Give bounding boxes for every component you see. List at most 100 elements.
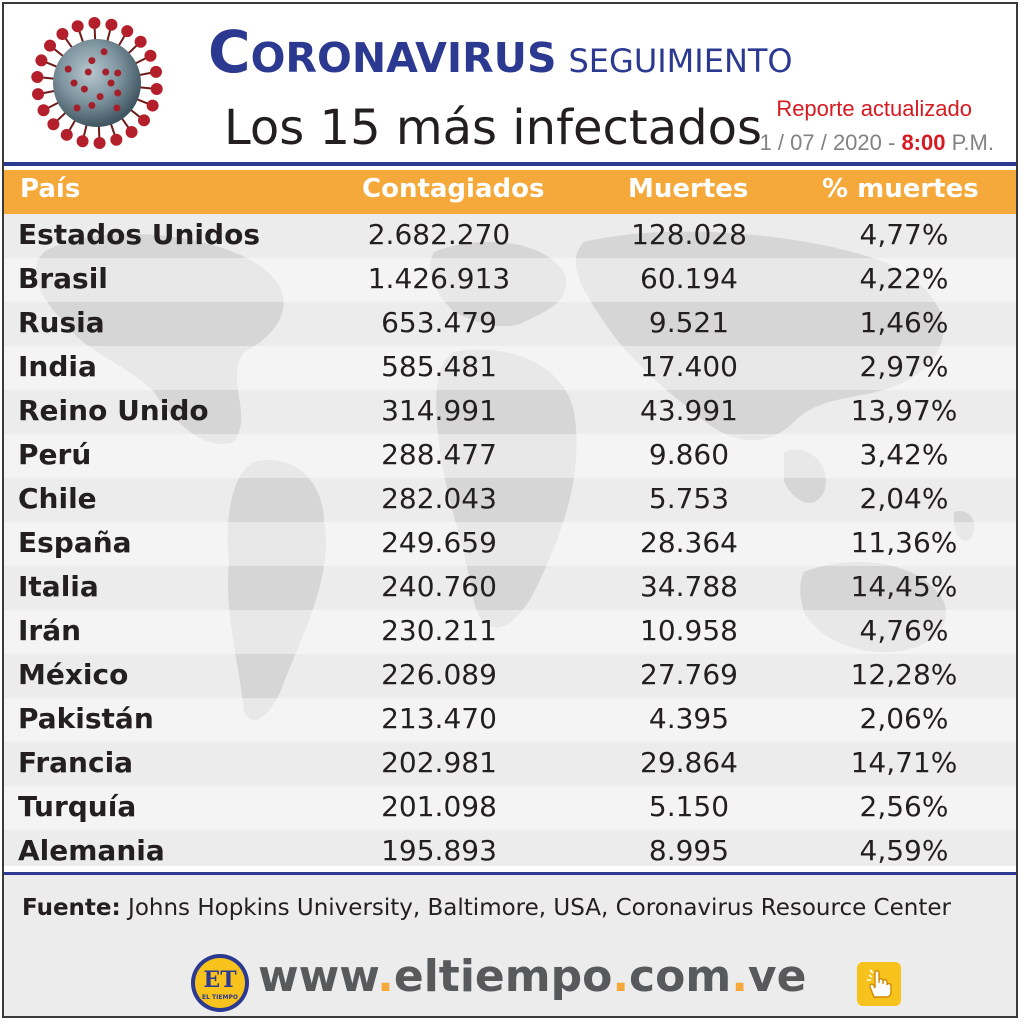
table-row: Francia 202.981 29.864 14,71% bbox=[4, 742, 1016, 786]
deaths-cell: 4.395 bbox=[648, 702, 730, 735]
url-dot: . bbox=[612, 951, 630, 1002]
pct-cell: 2,04% bbox=[859, 482, 949, 515]
pct-cell: 14,45% bbox=[850, 570, 958, 603]
subtitle: Los 15 más infectados bbox=[224, 100, 762, 156]
table-row: Rusia 653.479 9.521 1,46% bbox=[4, 302, 1016, 346]
pct-cell: 12,28% bbox=[850, 658, 958, 691]
source-label: Fuente: bbox=[22, 895, 121, 921]
table-row: Pakistán 213.470 4.395 2,06% bbox=[4, 698, 1016, 742]
cases-cell: 213.470 bbox=[381, 702, 497, 735]
cases-cell: 288.477 bbox=[381, 438, 497, 471]
table-row: Estados Unidos 2.682.270 128.028 4,77% bbox=[4, 214, 1016, 258]
deaths-cell: 43.991 bbox=[640, 394, 738, 427]
world-map-background bbox=[35, 231, 975, 721]
report-date-text: 1 / 07 / 2020 - bbox=[759, 130, 902, 155]
title-word-2: seguimiento bbox=[568, 29, 793, 83]
table-row: Reino Unido 314.991 43.991 13,97% bbox=[4, 390, 1016, 434]
country-cell: Chile bbox=[18, 482, 97, 515]
pct-cell: 14,71% bbox=[850, 746, 958, 779]
header: Coronavirus seguimiento Los 15 más infect… bbox=[4, 4, 1016, 166]
eltiempo-logo-icon: ET EL TIEMPO bbox=[191, 954, 249, 1012]
col-header-pct: % muertes bbox=[822, 174, 979, 204]
country-cell: Reino Unido bbox=[18, 394, 209, 427]
cases-cell: 201.098 bbox=[381, 790, 497, 823]
cases-cell: 282.043 bbox=[381, 482, 497, 515]
col-header-cases: Contagiados bbox=[362, 174, 545, 204]
deaths-cell: 9.521 bbox=[648, 306, 730, 339]
table-row: Italia 240.760 34.788 14,45% bbox=[4, 566, 1016, 610]
cases-cell: 314.991 bbox=[381, 394, 497, 427]
country-cell: Brasil bbox=[18, 262, 108, 295]
data-table: País Contagiados Muertes % muertes Estad… bbox=[4, 170, 1016, 866]
deaths-cell: 34.788 bbox=[640, 570, 738, 603]
cases-cell: 230.211 bbox=[381, 614, 497, 647]
pct-cell: 4,77% bbox=[859, 218, 949, 251]
table-row: Perú 288.477 9.860 3,42% bbox=[4, 434, 1016, 478]
cases-cell: 202.981 bbox=[381, 746, 497, 779]
cases-cell: 585.481 bbox=[381, 350, 497, 383]
header-divider bbox=[4, 162, 1016, 166]
country-cell: Irán bbox=[18, 614, 82, 647]
cases-cell: 653.479 bbox=[381, 306, 497, 339]
pct-cell: 3,42% bbox=[859, 438, 949, 471]
main-title: Coronavirus seguimiento bbox=[208, 18, 793, 86]
pointer-hand-icon bbox=[857, 962, 901, 1006]
country-cell: México bbox=[18, 658, 129, 691]
deaths-cell: 17.400 bbox=[640, 350, 738, 383]
deaths-cell: 9.860 bbox=[648, 438, 730, 471]
report-date: 1 / 07 / 2020 - 8:00 P.M. bbox=[760, 130, 994, 156]
table-row: México 226.089 27.769 12,28% bbox=[4, 654, 1016, 698]
country-cell: Francia bbox=[18, 746, 134, 779]
website-url[interactable]: www.eltiempo.com.ve bbox=[258, 951, 806, 1002]
pct-cell: 11,36% bbox=[850, 526, 958, 559]
pct-cell: 1,46% bbox=[859, 306, 949, 339]
deaths-cell: 28.364 bbox=[640, 526, 738, 559]
country-cell: Rusia bbox=[18, 306, 105, 339]
pct-cell: 2,06% bbox=[859, 702, 949, 735]
table-divider bbox=[4, 872, 1016, 875]
logo-subtext: EL TIEMPO bbox=[202, 994, 238, 1001]
deaths-cell: 8.995 bbox=[648, 834, 730, 866]
report-label: Reporte actualizado bbox=[776, 96, 972, 121]
cases-cell: 1.426.913 bbox=[367, 262, 511, 295]
table-row: España 249.659 28.364 11,36% bbox=[4, 522, 1016, 566]
deaths-cell: 5.150 bbox=[648, 790, 730, 823]
table-row: Alemania 195.893 8.995 4,59% bbox=[4, 830, 1016, 866]
pct-cell: 13,97% bbox=[850, 394, 958, 427]
title-word-1: Coronavirus bbox=[208, 18, 557, 86]
url-part: eltiempo bbox=[393, 951, 613, 1002]
table-row: Irán 230.211 10.958 4,76% bbox=[4, 610, 1016, 654]
cases-cell: 249.659 bbox=[381, 526, 497, 559]
country-cell: España bbox=[18, 526, 132, 559]
pct-cell: 2,97% bbox=[859, 350, 949, 383]
url-part: www bbox=[258, 951, 378, 1002]
source-text: Johns Hopkins University, Baltimore, USA… bbox=[120, 895, 951, 921]
deaths-cell: 5.753 bbox=[648, 482, 730, 515]
deaths-cell: 60.194 bbox=[640, 262, 738, 295]
deaths-cell: 29.864 bbox=[640, 746, 738, 779]
cases-cell: 195.893 bbox=[381, 834, 497, 866]
logo-text: ET bbox=[203, 967, 237, 993]
pct-cell: 2,56% bbox=[859, 790, 949, 823]
country-cell: India bbox=[18, 350, 97, 383]
cases-cell: 226.089 bbox=[381, 658, 497, 691]
country-cell: Italia bbox=[18, 570, 99, 603]
col-header-deaths: Muertes bbox=[628, 174, 749, 204]
url-part: com bbox=[629, 951, 732, 1002]
cases-cell: 2.682.270 bbox=[367, 218, 511, 251]
url-dot: . bbox=[731, 951, 748, 1002]
deaths-cell: 27.769 bbox=[640, 658, 738, 691]
table-row: Chile 282.043 5.753 2,04% bbox=[4, 478, 1016, 522]
country-cell: Pakistán bbox=[18, 702, 154, 735]
url-part: ve bbox=[747, 951, 807, 1002]
cases-cell: 240.760 bbox=[381, 570, 497, 603]
country-cell: Estados Unidos bbox=[18, 218, 260, 251]
table-row: India 585.481 17.400 2,97% bbox=[4, 346, 1016, 390]
table-row: Turquía 201.098 5.150 2,56% bbox=[4, 786, 1016, 830]
coronavirus-icon bbox=[31, 17, 163, 149]
source-note: Fuente: Johns Hopkins University, Baltim… bbox=[22, 895, 951, 921]
deaths-cell: 10.958 bbox=[640, 614, 738, 647]
pct-cell: 4,22% bbox=[859, 262, 949, 295]
table-row: Brasil 1.426.913 60.194 4,22% bbox=[4, 258, 1016, 302]
